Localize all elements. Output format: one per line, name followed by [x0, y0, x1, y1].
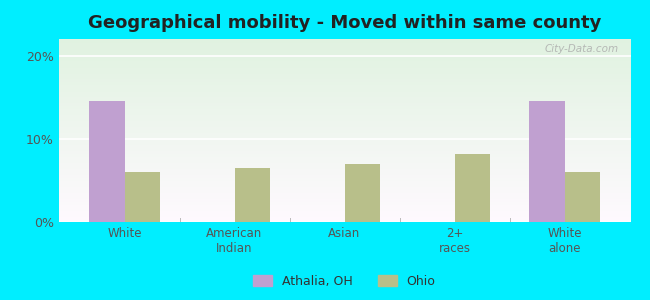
Bar [454, 154, 489, 222]
Bar [125, 172, 160, 222]
Title: Geographical mobility - Moved within same county: Geographical mobility - Moved within sam… [88, 14, 601, 32]
Bar [235, 168, 270, 222]
Legend: Athalia, OH, Ohio: Athalia, OH, Ohio [248, 270, 441, 292]
Bar [89, 101, 125, 222]
Bar [344, 164, 380, 222]
Text: City-Data.com: City-Data.com [545, 44, 619, 55]
Bar [529, 101, 564, 222]
Bar [564, 172, 600, 222]
